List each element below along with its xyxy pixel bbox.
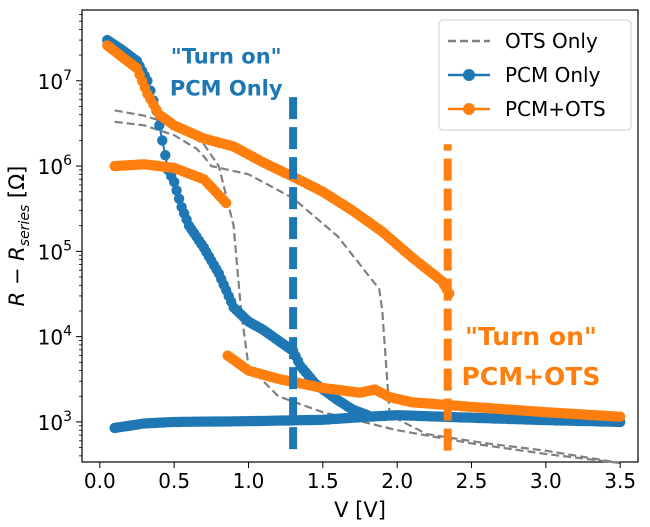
legend-marker-pcm [463,69,475,81]
legend-marker-pcm-ots [463,103,475,115]
annotation-line2: PCM+OTS [462,362,601,391]
x-tick-label: 3.5 [604,469,636,493]
x-axis: 0.0 0.5 1.0 1.5 2.0 2.5 3.0 3.5 [84,462,636,493]
annotation-line2: PCM Only [170,77,283,101]
annotation-line1: "Turn on" [171,45,282,69]
legend-label-ots: OTS Only [505,29,598,53]
x-axis-label: V [V] [334,498,386,522]
y-tick-label: 105 [38,238,72,264]
marker-layer [289,96,452,451]
x-tick-label: 1.5 [307,469,339,493]
plot-frame [81,9,639,463]
series-pcm-ots [102,40,626,422]
x-tick-label: 3.0 [530,469,562,493]
x-tick-label: 0.0 [84,469,116,493]
data-point-pcm-only [171,185,182,196]
legend-frame [438,19,632,131]
y-tick-label: 103 [38,409,72,435]
series-layer [102,34,626,465]
series-line-ots-only [114,120,621,465]
y-tick-label: 107 [38,68,72,94]
annotation-layer: "Turn on" PCM Only "Turn on" PCM+OTS [170,45,601,391]
data-point-pcm-only [173,193,185,204]
data-point-pcm-only [169,176,180,188]
legend-label-pcm: PCM Only [505,63,601,87]
x-tick-label: 0.5 [158,469,190,493]
annotation-line1: "Turn on" [465,322,597,351]
y-tick-label: 106 [38,153,72,179]
x-tick-label: 1.0 [233,469,265,493]
x-tick-label: 2.5 [456,469,488,493]
data-point-pcm-ots [615,411,626,422]
y-axis: 103 104 105 106 107 [38,14,82,457]
legend: OTS Only PCM Only PCM+OTS [438,19,632,131]
series-pcm-only [102,34,626,434]
y-tick-label: 104 [38,324,72,350]
legend-label-pcm-ots: PCM+OTS [505,97,606,121]
y-axis-label: R − Rseries [Ω] [5,166,33,307]
data-point-pcm-only [160,150,171,161]
data-point-pcm-ots [221,197,232,209]
x-tick-label: 2.0 [381,469,413,493]
data-point-pcm-only [157,135,168,146]
